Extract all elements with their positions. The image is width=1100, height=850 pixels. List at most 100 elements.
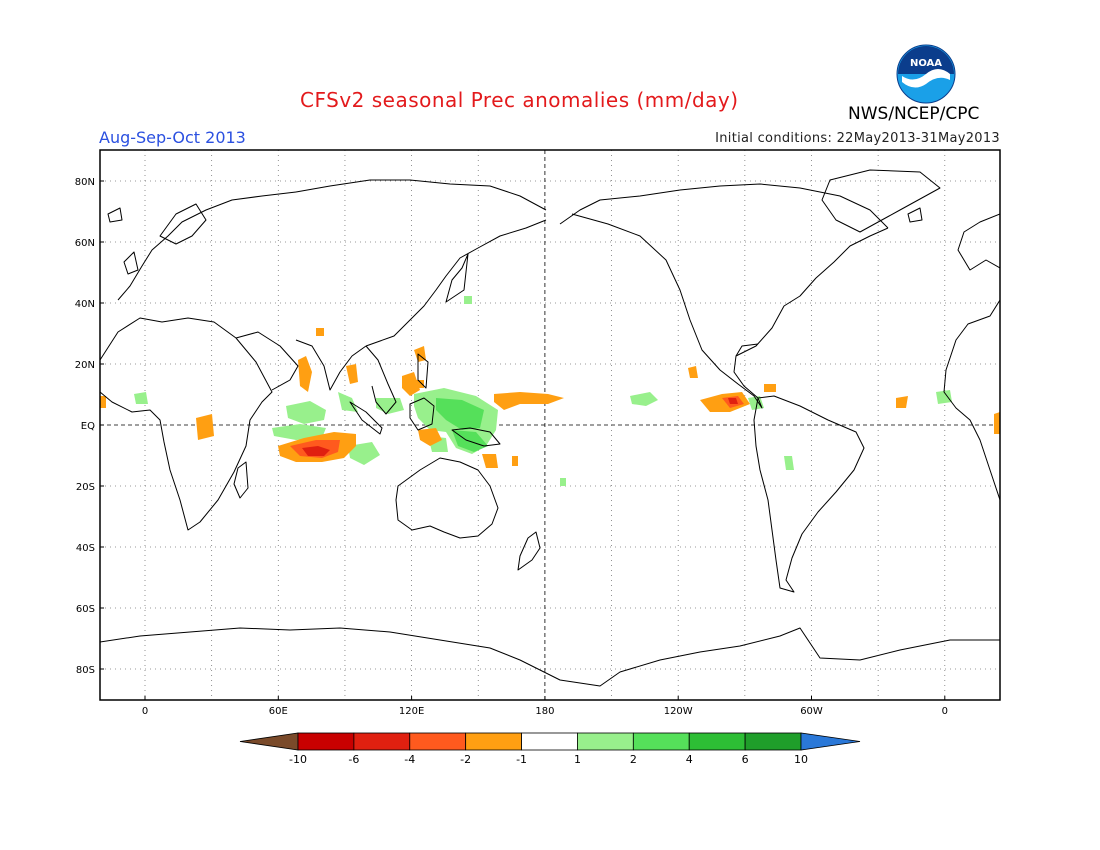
longitude-labels: 0 60E 120E 180 120W 60W 0: [142, 696, 948, 717]
coast-canada-arctic: [679, 183, 889, 229]
noaa-logo: NOAA: [896, 44, 956, 104]
coast-philippines: [417, 353, 429, 389]
dry-patch-west-pacific: [494, 392, 564, 410]
coast-iceland: [107, 207, 123, 223]
coast-india: [295, 339, 367, 391]
chart-title: CFSv2 seasonal Prec anomalies (mm/day): [300, 88, 739, 112]
wet-patch-west-africa: [134, 392, 148, 404]
coast-southeast-asia: [365, 345, 397, 415]
coast-madagascar: [233, 461, 249, 499]
lat-label: 60N: [75, 238, 95, 249]
coast-australia: [395, 457, 499, 539]
lat-label: EQ: [81, 421, 95, 432]
coastlines: [100, 169, 1000, 687]
colorbar-label: -1: [516, 753, 527, 766]
dry-patch-east-atlantic: [896, 396, 908, 408]
dry-patch-gulf-of-california: [688, 366, 698, 378]
colorbar-label: 1: [574, 753, 581, 766]
wet-patch-west-indian-ocean-2: [272, 424, 326, 440]
coast-scandinavia: [159, 203, 207, 245]
lat-label: 40N: [75, 299, 95, 310]
coast-arabia: [235, 331, 299, 391]
colorbar-box: [521, 732, 578, 751]
coast-gulf-of-mexico: [735, 343, 759, 357]
lon-label: 120W: [664, 706, 693, 717]
colorbar-arrow-high: [800, 732, 861, 751]
dry-patch-gulf-of-guinea: [196, 414, 214, 440]
colorbar-box: [688, 732, 746, 751]
lon-label: 120E: [399, 706, 424, 717]
coast-new-guinea: [451, 427, 501, 447]
colorbar-box: [353, 732, 411, 751]
dry-patch-east-africa-coast: [994, 412, 1000, 434]
coast-west-africa-dup: [943, 299, 1000, 501]
lat-label: 60S: [76, 604, 95, 615]
colorbar-box: [409, 732, 467, 751]
dry-patch-caribbean: [764, 384, 776, 392]
agency-label: NWS/NCEP/CPC: [848, 104, 980, 124]
lat-label: 20N: [75, 360, 95, 371]
coast-europe: [117, 191, 297, 301]
coast-uk: [123, 251, 139, 275]
dry-patch-java: [418, 428, 442, 446]
dry-patch-south-indian-ocean-max: [302, 446, 330, 456]
coast-greenland: [821, 169, 941, 233]
wet-patch-maritime-core: [436, 398, 484, 430]
coast-south-america: [753, 395, 865, 593]
coast-japan: [445, 253, 469, 303]
dry-patch-dateline: [512, 456, 518, 466]
lat-label: 20S: [76, 482, 95, 493]
colorbar-box: [465, 732, 522, 751]
lat-label: 40S: [76, 543, 95, 554]
lat-label: 80N: [75, 177, 95, 188]
colorbar-label: -10: [289, 753, 307, 766]
coast-iceland-dup: [907, 207, 923, 223]
colorbar-label: -2: [460, 753, 471, 766]
colorbar-label: -6: [348, 753, 359, 766]
initial-conditions-label: Initial conditions: 22May2013-31May2013: [715, 131, 1000, 146]
dry-patch-arabian-sea: [298, 356, 312, 392]
coast-africa: [100, 317, 273, 531]
lon-label: 0: [142, 706, 148, 717]
dry-patch-bay-of-bengal: [346, 364, 358, 384]
lon-label: 0: [942, 706, 948, 717]
lat-label: 80S: [76, 665, 95, 676]
dry-patch-tibet: [416, 380, 424, 388]
coast-europe-dup: [957, 213, 1000, 271]
coast-siberia: [295, 179, 547, 211]
coast-north-america: [571, 213, 889, 409]
wet-patch-japan: [464, 296, 472, 304]
latitude-labels: 80N 60N 40N 20N EQ 20S 40S 60S 80S: [75, 177, 104, 676]
dry-patch-mexico-pacific-max: [728, 398, 738, 404]
wet-patch-south-pacific: [560, 478, 566, 486]
lon-label: 60E: [269, 706, 288, 717]
colorbar-box: [632, 732, 690, 751]
colorbar-arrow-low: [239, 732, 299, 751]
season-label: Aug-Sep-Oct 2013: [99, 128, 246, 147]
dry-patch-south-china-sea: [402, 372, 420, 396]
wet-patch-central-america: [748, 396, 764, 410]
coast-east-asia: [365, 219, 547, 347]
wet-patch-brazil: [784, 456, 794, 470]
colorbar-box: [577, 732, 634, 751]
coast-sumatra: [349, 401, 383, 435]
colorbar-label: -4: [404, 753, 415, 766]
graticule: [100, 150, 1000, 700]
colorbar-label: 6: [742, 753, 749, 766]
logo-text: NOAA: [910, 58, 942, 69]
dry-patch-west-africa-coast: [100, 396, 106, 408]
coast-new-zealand: [517, 531, 541, 571]
wet-patch-west-indian-ocean: [286, 401, 326, 424]
dry-patch-arabian-sea-north: [316, 328, 324, 336]
colorbar: -10 -6 -4 -2 -1 1 2 4 6 10: [239, 732, 861, 766]
colorbar-box: [297, 732, 355, 751]
wet-patch-east-pacific: [630, 392, 658, 406]
colorbar-box: [744, 732, 802, 751]
coast-antarctica: [100, 627, 1000, 687]
lon-label: 60W: [800, 706, 823, 717]
coast-alaska: [559, 189, 681, 225]
wet-patch-east-indian-ocean: [348, 442, 380, 465]
dry-patch-coral-sea: [482, 454, 498, 468]
colorbar-label: 2: [630, 753, 637, 766]
